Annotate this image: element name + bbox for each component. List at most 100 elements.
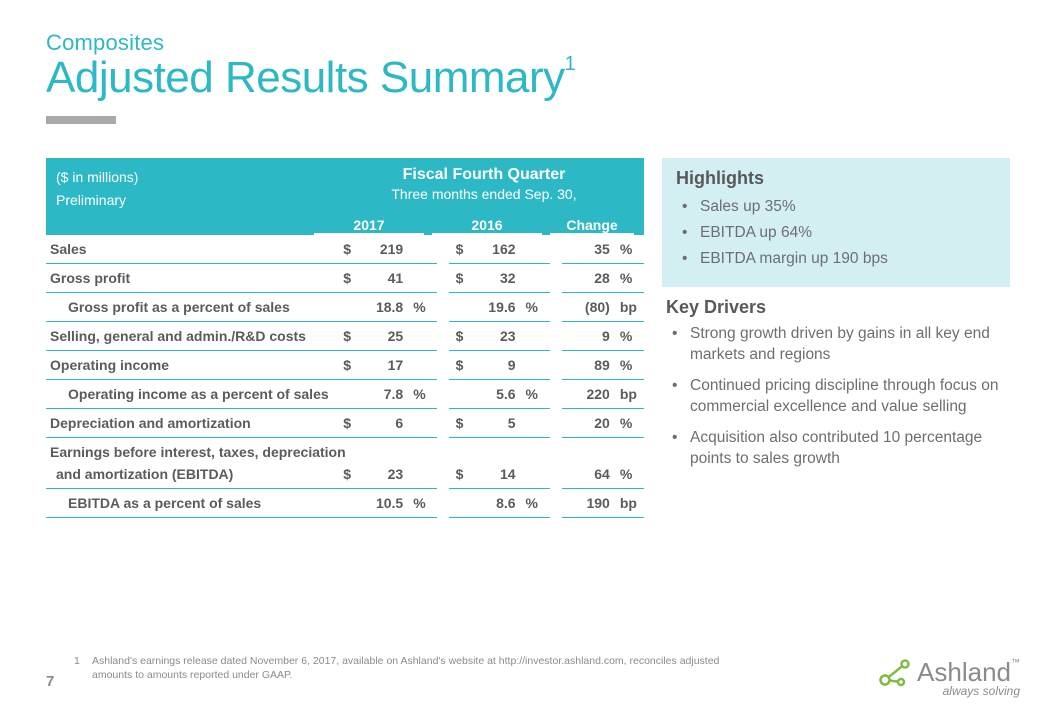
unit-2017: % — [407, 380, 437, 409]
unit-2016 — [520, 409, 550, 438]
preliminary-note: Preliminary — [56, 189, 138, 211]
currency-symbol: $ — [337, 460, 355, 489]
row-label: Gross profit — [46, 264, 337, 293]
period-subtitle: Three months ended Sep. 30, — [334, 186, 634, 202]
currency-symbol — [449, 380, 467, 409]
change-unit: bp — [614, 489, 644, 518]
change-unit: % — [614, 322, 644, 351]
table-row: Earnings before interest, taxes, depreci… — [46, 438, 644, 461]
currency-symbol: $ — [337, 235, 355, 264]
value-2017: 10.5 — [355, 489, 407, 518]
currency-symbol: $ — [449, 264, 467, 293]
unit-2016 — [520, 322, 550, 351]
title-text: Adjusted Results Summary — [46, 53, 565, 102]
unit-2017 — [407, 409, 437, 438]
row-label: Depreciation and amortization — [46, 409, 337, 438]
row-label: EBITDA as a percent of sales — [46, 489, 337, 518]
value-2016: 32 — [467, 264, 519, 293]
table-row: Operating income as a percent of sales 7… — [46, 380, 644, 409]
table-row: EBITDA as a percent of sales 10.5 % 8.6 … — [46, 489, 644, 518]
table-row: Operating income $ 17 $ 9 89 % — [46, 351, 644, 380]
currency-symbol: $ — [449, 409, 467, 438]
title-footnote-ref: 1 — [565, 53, 576, 75]
highlights-list: Sales up 35%EBITDA up 64%EBITDA margin u… — [676, 195, 996, 271]
change-value: 28 — [562, 264, 614, 293]
value-2016: 5.6 — [467, 380, 519, 409]
col-change: Change — [550, 217, 634, 235]
row-label: Gross profit as a percent of sales — [46, 293, 337, 322]
list-item: Sales up 35% — [682, 195, 996, 219]
change-value: 9 — [562, 322, 614, 351]
unit-2017 — [407, 322, 437, 351]
change-value: 190 — [562, 489, 614, 518]
row-label: Selling, general and admin./R&D costs — [46, 322, 337, 351]
value-2017: 18.8 — [355, 293, 407, 322]
row-label: Sales — [46, 235, 337, 264]
title-rule — [46, 116, 116, 124]
value-2016: 19.6 — [467, 293, 519, 322]
value-2017: 25 — [355, 322, 407, 351]
change-value: 20 — [562, 409, 614, 438]
change-unit: bp — [614, 293, 644, 322]
currency-symbol — [449, 293, 467, 322]
change-value: 64 — [562, 460, 614, 489]
value-2016: 14 — [467, 460, 519, 489]
change-value: 35 — [562, 235, 614, 264]
list-item: Strong growth driven by gains in all key… — [672, 324, 1006, 366]
row-label: Operating income as a percent of sales — [46, 380, 337, 409]
key-drivers-title: Key Drivers — [666, 297, 1006, 318]
value-2016: 5 — [467, 409, 519, 438]
currency-symbol: $ — [337, 322, 355, 351]
value-2017: 17 — [355, 351, 407, 380]
change-unit: % — [614, 351, 644, 380]
currency-symbol: $ — [337, 409, 355, 438]
change-unit: % — [614, 409, 644, 438]
col-2016: 2016 — [432, 217, 542, 235]
value-2017: 6 — [355, 409, 407, 438]
table-row: and amortization (EBITDA) $ 23 $ 14 64 % — [46, 460, 644, 489]
currency-symbol — [337, 293, 355, 322]
unit-2017: % — [407, 489, 437, 518]
highlights-box: Highlights Sales up 35%EBITDA up 64%EBIT… — [662, 158, 1010, 287]
change-value: 89 — [562, 351, 614, 380]
results-table: ($ in millions) Preliminary Fiscal Fourt… — [46, 158, 644, 518]
key-drivers-box: Key Drivers Strong growth driven by gain… — [662, 297, 1010, 470]
currency-symbol: $ — [449, 322, 467, 351]
table-row: Sales $ 219 $ 162 35 % — [46, 235, 644, 264]
logo-text: Ashland™ — [917, 657, 1020, 688]
row-label: Operating income — [46, 351, 337, 380]
unit-2016 — [520, 235, 550, 264]
value-2016: 23 — [467, 322, 519, 351]
currency-symbol: $ — [337, 351, 355, 380]
change-unit: % — [614, 264, 644, 293]
value-2016: 9 — [467, 351, 519, 380]
key-drivers-list: Strong growth driven by gains in all key… — [666, 324, 1006, 470]
value-2017: 41 — [355, 264, 407, 293]
table-row: Selling, general and admin./R&D costs $ … — [46, 322, 644, 351]
footnote-number: 1 — [74, 654, 80, 668]
list-item: Acquisition also contributed 10 percenta… — [672, 428, 1006, 470]
footnote-text: Ashland's earnings release dated Novembe… — [92, 655, 719, 681]
value-2017: 7.8 — [355, 380, 407, 409]
unit-2016 — [520, 264, 550, 293]
table-row: Gross profit as a percent of sales 18.8 … — [46, 293, 644, 322]
currency-symbol: $ — [337, 264, 355, 293]
row-label: Earnings before interest, taxes, depreci… — [46, 438, 644, 461]
footnote: 1 Ashland's earnings release dated Novem… — [92, 654, 732, 682]
change-value: (80) — [562, 293, 614, 322]
unit-2017 — [407, 351, 437, 380]
change-value: 220 — [562, 380, 614, 409]
row-label: and amortization (EBITDA) — [46, 460, 337, 489]
currency-symbol: $ — [449, 351, 467, 380]
change-unit: % — [614, 235, 644, 264]
list-item: EBITDA up 64% — [682, 221, 996, 245]
unit-2017 — [407, 264, 437, 293]
logo-name: Ashland — [917, 657, 1011, 687]
page-title: Adjusted Results Summary1 — [46, 54, 1010, 102]
unit-2016 — [520, 351, 550, 380]
currency-symbol: $ — [449, 460, 467, 489]
currency-symbol — [337, 380, 355, 409]
unit-2017: % — [407, 293, 437, 322]
col-2017: 2017 — [314, 217, 424, 235]
value-2017: 219 — [355, 235, 407, 264]
